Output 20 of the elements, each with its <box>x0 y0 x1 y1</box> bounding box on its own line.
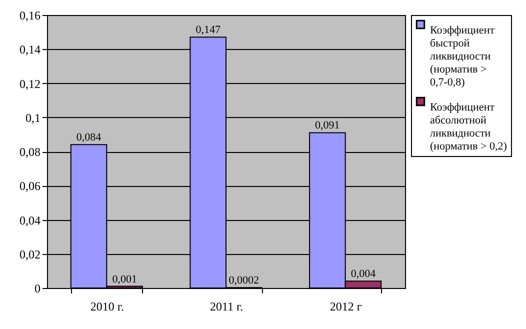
data-label: 0,001 <box>112 273 137 286</box>
y-tick-label: 0 <box>34 282 40 296</box>
legend-label: Коэффициент абсолютной ликвидности (норматив > 0,2) <box>430 102 508 152</box>
data-label: 0,0002 <box>228 274 260 287</box>
y-tick-label: 0,1 <box>26 110 40 125</box>
data-label: 0,004 <box>350 268 376 280</box>
legend-label: Коэффициент быстрой ликвидности (норматив > 0,7-0,8) <box>430 24 495 88</box>
x-tick-label: 2010 г. <box>90 300 124 314</box>
x-tick-label: 2011 г. <box>210 300 244 314</box>
y-tick-label: 0,14 <box>20 42 40 57</box>
y-tick-label: 0,04 <box>20 213 40 228</box>
y-tick-label: 0,02 <box>20 247 40 262</box>
data-label: 0,091 <box>315 120 340 132</box>
y-tick-label: 0,16 <box>20 8 40 22</box>
y-tick-label: 0,08 <box>20 145 40 159</box>
y-tick-label: 0,06 <box>20 179 40 194</box>
x-tick-label: 2012 г <box>330 300 362 314</box>
y-tick-label: 0,12 <box>20 76 40 91</box>
data-label: 0,084 <box>76 132 102 144</box>
data-label: 0,147 <box>196 24 221 36</box>
